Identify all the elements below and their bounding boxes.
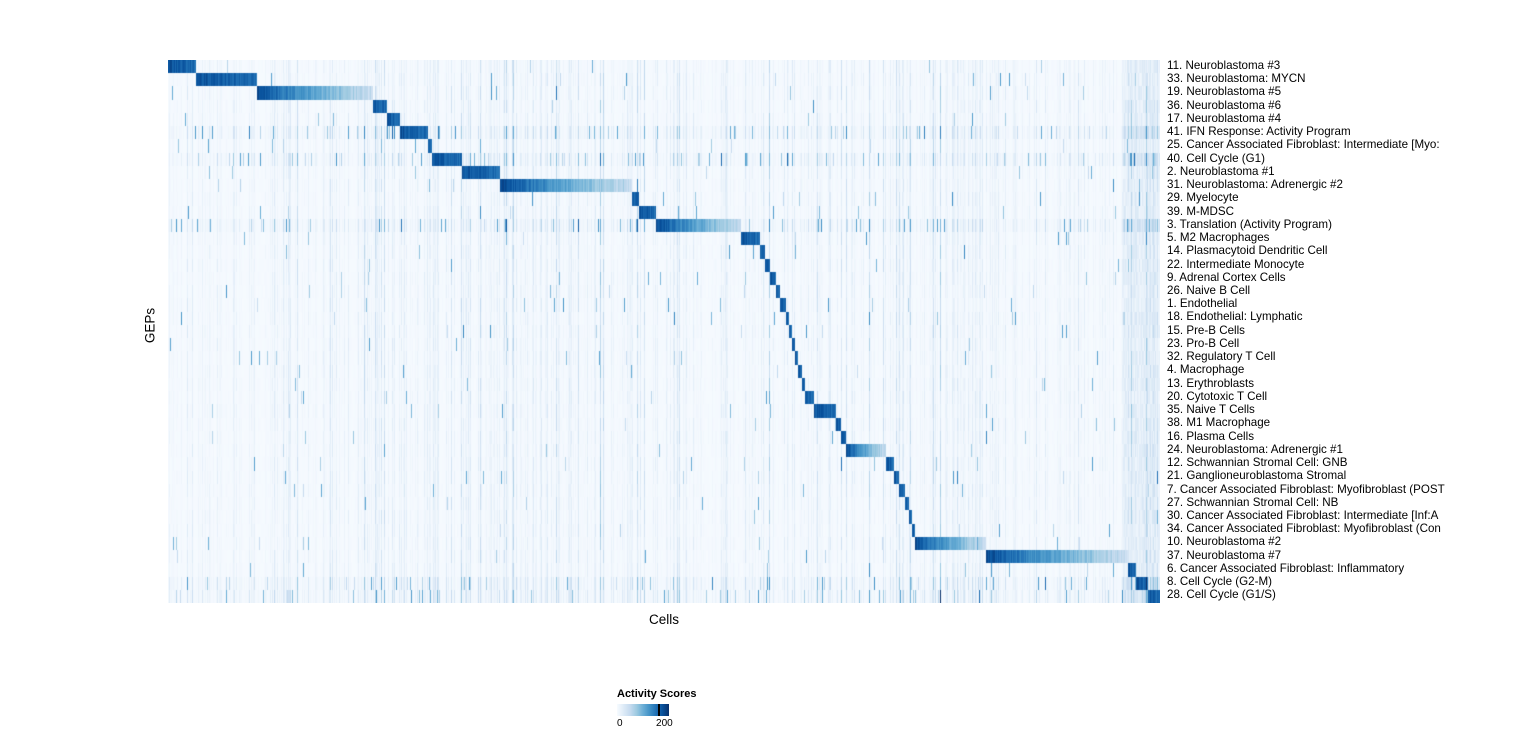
row-label: 39. M-MDSC <box>1167 204 1234 218</box>
legend-title: Activity Scores <box>617 688 697 700</box>
row-label: 16. Plasma Cells <box>1167 429 1254 443</box>
row-label: 33. Neuroblastoma: MYCN <box>1167 72 1306 86</box>
legend: Activity Scores 0 200 <box>617 688 777 730</box>
row-label: 24. Neuroblastoma: Adrenergic #1 <box>1167 442 1343 456</box>
row-label: 7. Cancer Associated Fibroblast: Myofibr… <box>1167 482 1445 496</box>
row-label: 9. Adrenal Cortex Cells <box>1167 270 1286 284</box>
row-label: 29. Myelocyte <box>1167 191 1239 205</box>
row-label: 36. Neuroblastoma #6 <box>1167 98 1282 112</box>
row-label: 14. Plasmacytoid Dendritic Cell <box>1167 244 1328 258</box>
row-label: 12. Schwannian Stromal Cell: GNB <box>1167 456 1348 470</box>
row-label: 3. Translation (Activity Program) <box>1167 217 1332 231</box>
row-label: 32. Regulatory T Cell <box>1167 350 1276 364</box>
row-label: 38. M1 Macrophage <box>1167 416 1271 430</box>
row-label: 2. Neuroblastoma #1 <box>1167 164 1275 178</box>
row-label: 26. Naive B Cell <box>1167 283 1251 297</box>
row-label: 6. Cancer Associated Fibroblast: Inflamm… <box>1167 561 1405 575</box>
row-label: 23. Pro-B Cell <box>1167 336 1240 350</box>
row-label: 30. Cancer Associated Fibroblast: Interm… <box>1167 508 1439 522</box>
legend-min-label: 0 <box>617 718 623 729</box>
y-axis-label: GEPs <box>142 307 158 344</box>
row-label: 37. Neuroblastoma #7 <box>1167 548 1282 562</box>
legend-tick <box>658 704 661 716</box>
row-label: 22. Intermediate Monocyte <box>1167 257 1305 271</box>
heatmap-canvas <box>168 60 1160 603</box>
row-label: 8. Cell Cycle (G2-M) <box>1167 575 1273 589</box>
row-label: 35. Naive T Cells <box>1167 403 1255 417</box>
legend-gradient-bar <box>617 704 669 716</box>
row-label: 21. Ganglioneuroblastoma Stromal <box>1167 469 1347 483</box>
row-label: 1. Endothelial <box>1167 297 1238 311</box>
row-labels: 11. Neuroblastoma #3 33. Neuroblastoma: M… <box>1167 59 1540 602</box>
row-label: 11. Neuroblastoma #3 <box>1167 59 1281 72</box>
row-label: 17. Neuroblastoma #4 <box>1167 111 1282 125</box>
row-label: 40. Cell Cycle (G1) <box>1167 151 1265 165</box>
legend-tick-labels: 0 200 <box>617 718 677 730</box>
row-label: 4. Macrophage <box>1167 363 1245 377</box>
row-label: 41. IFN Response: Activity Program <box>1167 125 1351 139</box>
row-label: 20. Cytotoxic T Cell <box>1167 389 1268 403</box>
row-label: 13. Erythroblasts <box>1167 376 1254 390</box>
row-label: 27. Schwannian Stromal Cell: NB <box>1167 495 1339 509</box>
row-label: 31. Neuroblastoma: Adrenergic #2 <box>1167 178 1343 192</box>
row-label: 5. M2 Macrophages <box>1167 231 1270 245</box>
row-label: 19. Neuroblastoma #5 <box>1167 85 1282 99</box>
row-label: 15. Pre-B Cells <box>1167 323 1245 337</box>
row-label: 28. Cell Cycle (G1/S) <box>1167 588 1276 602</box>
x-axis-label: Cells <box>648 612 679 627</box>
row-label: 25. Cancer Associated Fibroblast: Interm… <box>1167 138 1440 152</box>
row-label: 10. Neuroblastoma #2 <box>1167 535 1282 549</box>
row-label: 18. Endothelial: Lymphatic <box>1167 310 1303 324</box>
row-label: 34. Cancer Associated Fibroblast: Myofib… <box>1167 522 1441 536</box>
legend-max-label: 200 <box>656 718 673 729</box>
